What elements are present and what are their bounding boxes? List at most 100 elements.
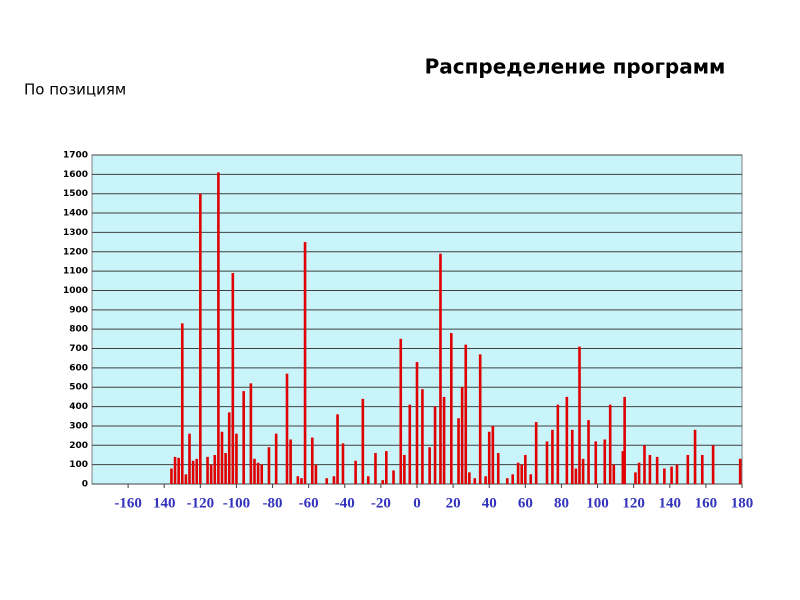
bar: [524, 454, 527, 484]
bar: [231, 273, 235, 484]
bar: [505, 478, 509, 484]
bar: [648, 454, 652, 484]
bar: [177, 457, 180, 484]
x-tick-label: 100: [586, 495, 609, 511]
bar: [608, 404, 612, 484]
y-tick-label: 900: [69, 305, 88, 315]
y-tick-label: 200: [69, 441, 88, 451]
x-tick-label: 180: [731, 495, 754, 511]
bar: [478, 354, 482, 484]
y-tick-label: 600: [69, 363, 88, 373]
bar: [285, 373, 289, 484]
bar: [511, 474, 514, 484]
bar: [693, 429, 697, 484]
bar: [260, 464, 264, 484]
bar: [199, 193, 202, 485]
bar: [325, 478, 329, 484]
bar: [235, 433, 238, 484]
bar: [374, 453, 377, 484]
chart-subtitle: По позициям: [24, 81, 126, 99]
bar: [496, 453, 500, 484]
bar: [303, 242, 307, 484]
bar: [249, 383, 253, 484]
bar: [188, 433, 191, 484]
y-tick-label: 1400: [63, 209, 88, 219]
bar: [460, 387, 464, 484]
bar: [227, 412, 231, 484]
y-tick-label: 100: [69, 460, 88, 470]
bar: [574, 468, 578, 484]
bar: [314, 464, 318, 484]
bar: [603, 439, 607, 484]
y-tick-label: 1000: [63, 286, 88, 296]
bar: [433, 406, 437, 484]
bar: [663, 468, 666, 484]
y-tick-label: 1700: [63, 151, 88, 161]
bar: [516, 462, 520, 484]
bar: [274, 433, 278, 484]
y-tick-label: 800: [69, 325, 88, 335]
bar: [457, 418, 460, 484]
bar: [399, 338, 403, 484]
bar: [711, 445, 715, 484]
y-tick-label: 500: [69, 383, 88, 393]
bar: [686, 454, 690, 484]
bar: [621, 451, 625, 484]
bar: [180, 323, 184, 484]
bar: [381, 480, 384, 484]
bar: [534, 422, 538, 484]
bar: [594, 441, 598, 484]
x-tick-label: 80: [554, 495, 569, 511]
x-tick-label: -120: [187, 495, 215, 511]
bar: [570, 429, 574, 484]
x-tick-label: 0: [413, 495, 421, 511]
x-tick-label: -80: [263, 495, 283, 511]
bar: [224, 453, 227, 484]
bar: [675, 464, 679, 484]
bar: [551, 429, 554, 484]
x-tick-label: 60: [518, 495, 533, 511]
bar: [623, 396, 626, 484]
bar: [529, 474, 533, 484]
bar: [634, 472, 637, 484]
y-tick-label: 300: [69, 421, 88, 431]
bar: [520, 464, 524, 484]
x-tick-label: -60: [299, 495, 319, 511]
bar: [464, 344, 468, 484]
bar: [556, 404, 560, 484]
x-tick-label: 140: [659, 495, 682, 511]
y-tick-label: 1300: [63, 228, 88, 238]
bar: [421, 389, 424, 484]
bar: [220, 431, 224, 484]
bar: [450, 333, 453, 484]
bar: [361, 398, 365, 484]
bar: [195, 458, 199, 484]
bar: [366, 476, 370, 484]
bar: [587, 420, 590, 484]
x-tick-label: -100: [223, 495, 251, 511]
bar: [408, 404, 412, 484]
y-tick-label: 1200: [63, 247, 88, 257]
bar: [191, 460, 195, 484]
bar: [173, 456, 177, 484]
bar: [300, 478, 303, 484]
x-tick-label: 140: [153, 495, 176, 511]
bar: [256, 462, 260, 484]
bar: [738, 458, 742, 484]
bar: [484, 476, 487, 484]
chart-title: Распределение программ: [425, 55, 726, 79]
x-tick-label: -160: [114, 495, 142, 511]
bar: [415, 362, 419, 484]
x-tick-label: 120: [622, 495, 645, 511]
bar: [491, 425, 495, 484]
bar: [439, 253, 442, 484]
y-tick-label: 1600: [63, 170, 88, 180]
bar: [341, 443, 345, 484]
bar: [700, 454, 704, 484]
bar: [385, 451, 388, 484]
x-tick-label: -20: [371, 495, 391, 511]
bar: [267, 447, 271, 484]
bar: [354, 460, 357, 484]
bar: [206, 456, 209, 484]
